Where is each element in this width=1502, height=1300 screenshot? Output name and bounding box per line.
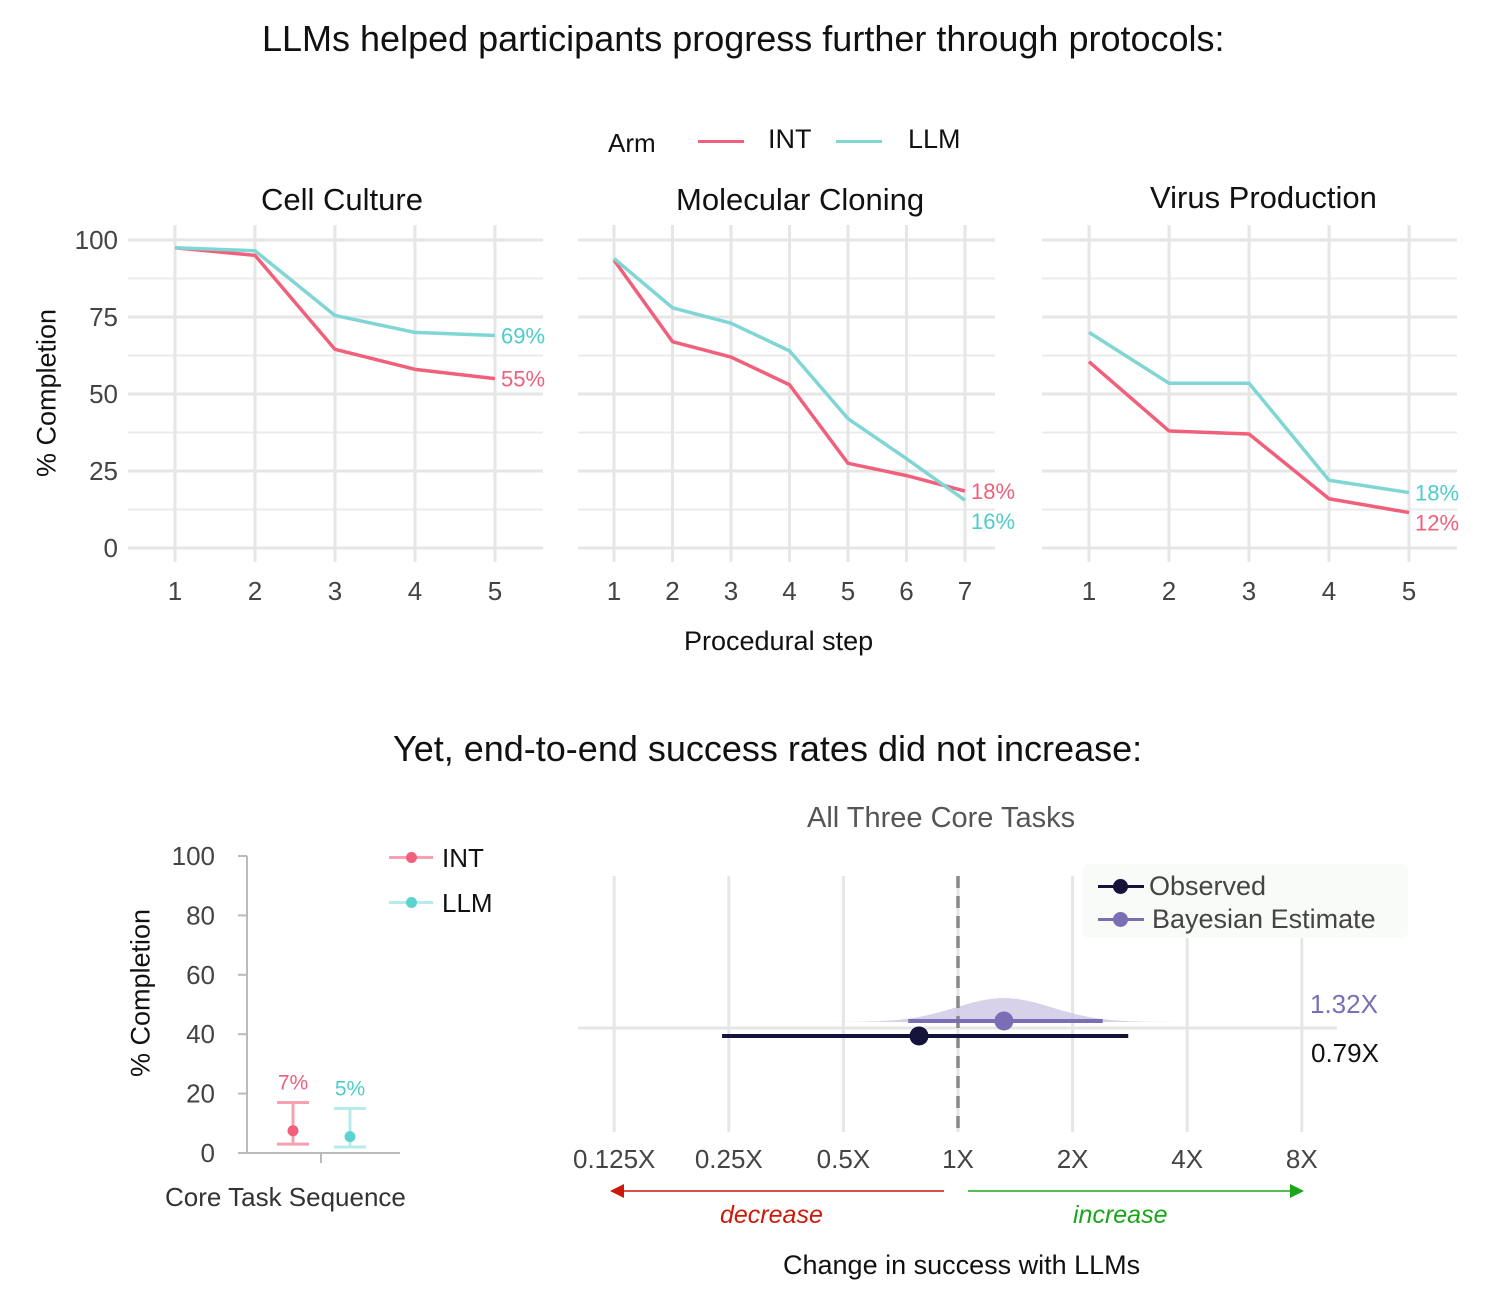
y-tick-label: 0 bbox=[201, 1138, 215, 1168]
value-label-int: 7% bbox=[278, 1072, 308, 1095]
legend-llm-dot bbox=[406, 897, 417, 908]
legend-llm-key bbox=[836, 140, 882, 143]
end-label-int: 55% bbox=[501, 367, 545, 392]
facet-title-virus-production: Virus Production bbox=[1150, 180, 1377, 215]
panel-molecular-cloning: 1 2 3 4 5 6 7 18% 16% bbox=[578, 225, 1015, 606]
legend-int-key bbox=[698, 140, 744, 143]
series-line-llm bbox=[1088, 330, 1410, 495]
forest-legend-bayes-dot bbox=[1113, 912, 1128, 927]
end-label-llm: 18% bbox=[1415, 481, 1459, 506]
y-tick-label: 20 bbox=[186, 1079, 215, 1109]
x-tick-label: 4 bbox=[782, 576, 796, 606]
forest-x-tick-label: 0.125X bbox=[573, 1144, 655, 1174]
bottom-charts: 0 20 40 60 80 100 7% 5% 0.125X 0.25X 0.5X 1X 2X 4X 8X… bbox=[172, 841, 1379, 1198]
legend-llm-label-small: LLM bbox=[442, 888, 493, 918]
forest-x-tick-label: 1X bbox=[942, 1144, 974, 1174]
facet-title-cell-culture: Cell Culture bbox=[261, 182, 423, 217]
x-tick-label: 7 bbox=[958, 576, 972, 606]
x-tick-label: 1 bbox=[607, 576, 621, 606]
forest-x-tick-label: 0.25X bbox=[695, 1144, 763, 1174]
forest-legend-bayes-label: Bayesian Estimate bbox=[1152, 904, 1376, 934]
x-tick-label: 3 bbox=[1242, 576, 1256, 606]
bottom-left-x-axis-title: Core Task Sequence bbox=[165, 1182, 406, 1212]
panel-virus-production: 1 2 3 4 5 18% 12% bbox=[1042, 225, 1459, 606]
x-tick-label: 2 bbox=[665, 576, 679, 606]
y-tick-label: 50 bbox=[89, 379, 118, 409]
series-line-int bbox=[1087, 360, 1410, 515]
point-llm bbox=[344, 1131, 356, 1143]
x-tick-label: 2 bbox=[1162, 576, 1176, 606]
end-label-int: 18% bbox=[971, 479, 1015, 504]
forest-x-axis-title: Change in success with LLMs bbox=[783, 1250, 1141, 1280]
x-tick-label: 6 bbox=[899, 576, 913, 606]
end-label-int: 12% bbox=[1415, 511, 1459, 536]
series-line-llm bbox=[612, 257, 967, 502]
end-label-llm: 69% bbox=[501, 323, 545, 348]
series-line-int bbox=[174, 245, 496, 381]
arm-legend-title: Arm bbox=[608, 128, 656, 158]
series-line-int bbox=[612, 259, 966, 493]
series-line-llm bbox=[174, 245, 496, 338]
top-x-axis-title: Procedural step bbox=[684, 626, 874, 656]
forest-legend-observed-label: Observed bbox=[1149, 871, 1267, 901]
y-tick-label: 25 bbox=[89, 456, 118, 486]
forest-x-tick-label: 8X bbox=[1286, 1144, 1318, 1174]
observed-point bbox=[909, 1026, 929, 1046]
x-tick-label: 1 bbox=[168, 576, 182, 606]
top-title: LLMs helped participants progress furthe… bbox=[262, 18, 1225, 59]
bayesian-density bbox=[682, 998, 1211, 1022]
end-label-llm: 16% bbox=[971, 509, 1015, 534]
core-task-errorbar-panel: 0 20 40 60 80 100 7% 5% bbox=[172, 841, 400, 1168]
point-int bbox=[287, 1125, 299, 1137]
x-tick-label: 4 bbox=[408, 576, 422, 606]
forest-title: All Three Core Tasks bbox=[807, 802, 1076, 834]
y-tick-label: 100 bbox=[75, 225, 118, 255]
facet-title-molecular-cloning: Molecular Cloning bbox=[676, 182, 925, 217]
forest-x-tick-label: 0.5X bbox=[817, 1144, 871, 1174]
forest-x-tick-label: 2X bbox=[1057, 1144, 1089, 1174]
legend-int-dot bbox=[406, 852, 417, 863]
forest-plot-panel: 0.125X 0.25X 0.5X 1X 2X 4X 8X 1.32X 0.79X bbox=[573, 876, 1379, 1198]
x-tick-label: 3 bbox=[328, 576, 342, 606]
x-tick-label: 3 bbox=[724, 576, 738, 606]
x-tick-label: 1 bbox=[1082, 576, 1096, 606]
bayesian-value-label: 1.32X bbox=[1310, 989, 1378, 1019]
y-tick-label: 100 bbox=[172, 841, 215, 871]
forest-legend-box bbox=[1083, 864, 1408, 938]
bottom-title: Yet, end-to-end success rates did not in… bbox=[393, 728, 1143, 769]
y-tick-label: 0 bbox=[104, 533, 118, 563]
increase-arrow-head bbox=[1290, 1184, 1304, 1198]
decrease-label: decrease bbox=[720, 1201, 823, 1229]
legend-int-label: INT bbox=[768, 124, 812, 154]
decrease-arrow-head bbox=[610, 1184, 624, 1198]
increase-label: increase bbox=[1073, 1201, 1168, 1229]
y-tick-label: 60 bbox=[186, 960, 215, 990]
x-tick-label: 2 bbox=[248, 576, 262, 606]
observed-value-label: 0.79X bbox=[1311, 1038, 1379, 1068]
x-tick-label: 4 bbox=[1322, 576, 1336, 606]
legend-int-label-small: INT bbox=[442, 843, 484, 873]
x-tick-label: 5 bbox=[841, 576, 855, 606]
y-tick-label: 80 bbox=[186, 900, 215, 930]
legend-llm-label: LLM bbox=[908, 124, 961, 154]
forest-legend-observed-dot bbox=[1113, 879, 1128, 894]
bayesian-point bbox=[994, 1011, 1014, 1031]
x-tick-label: 5 bbox=[488, 576, 502, 606]
value-label-llm: 5% bbox=[335, 1077, 365, 1100]
x-tick-label: 5 bbox=[1402, 576, 1416, 606]
forest-x-tick-label: 4X bbox=[1171, 1144, 1203, 1174]
y-tick-label: 75 bbox=[89, 302, 118, 332]
y-tick-label: 40 bbox=[186, 1019, 215, 1049]
